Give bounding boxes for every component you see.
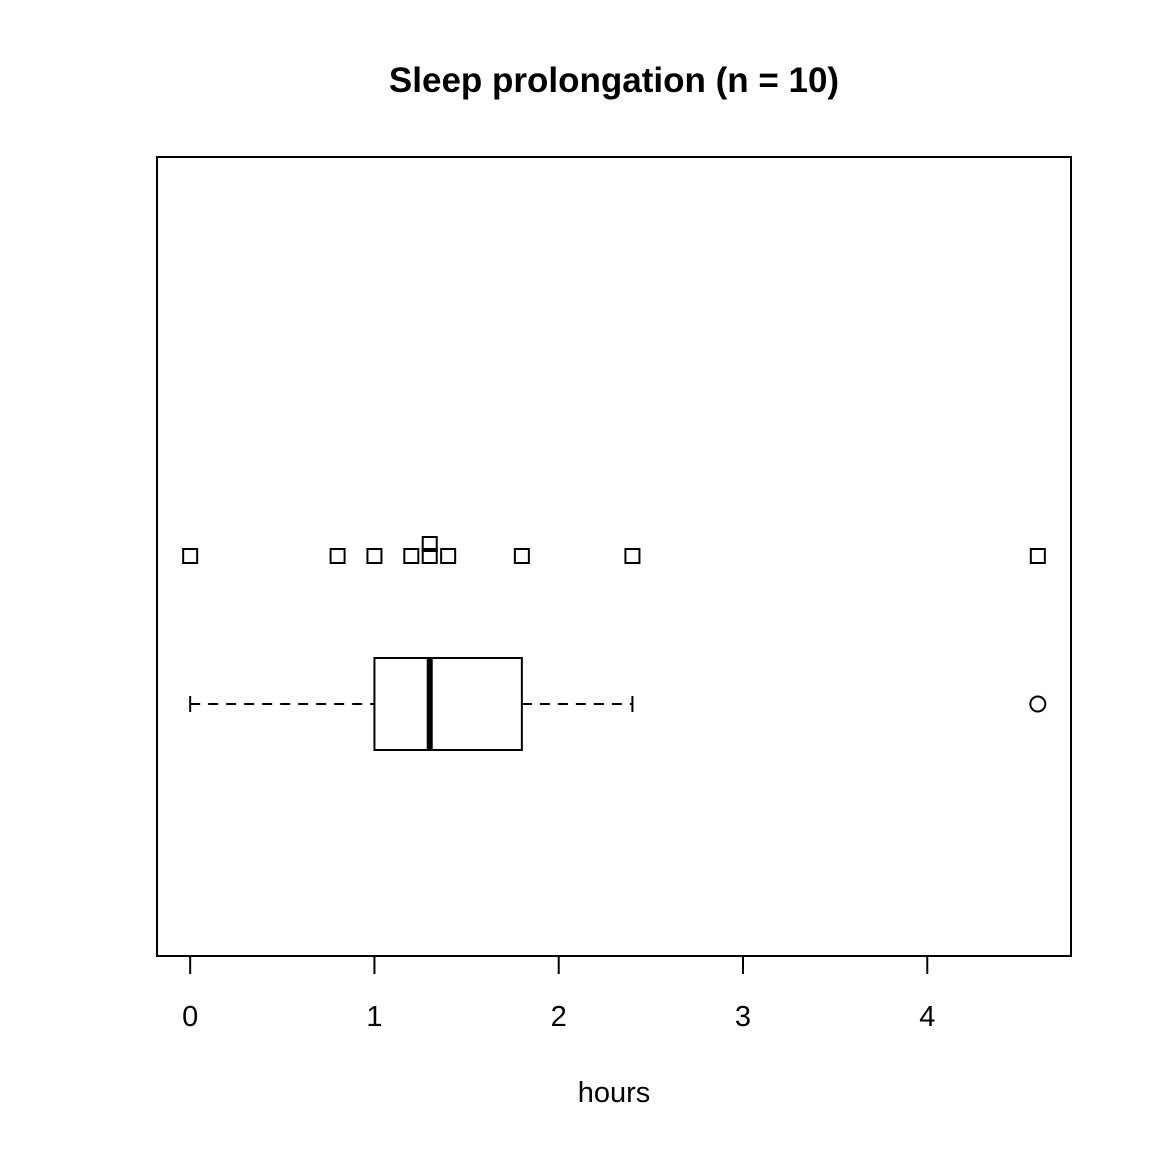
strip-point [1029, 548, 1046, 564]
plot-frame [156, 156, 1072, 957]
x-axis-label: hours [578, 1077, 651, 1109]
strip-point [421, 548, 438, 564]
x-tick-label: 4 [919, 1001, 935, 1033]
strip-point [513, 548, 530, 564]
chart-title: Sleep prolongation (n = 10) [389, 61, 839, 100]
strip-point [421, 536, 438, 552]
x-tick-label: 0 [182, 1001, 198, 1033]
strip-point [403, 548, 420, 564]
x-tick-label: 1 [366, 1001, 382, 1033]
strip-point [440, 548, 457, 564]
x-axis: 0 1 2 3 4 [182, 955, 935, 1033]
strip-point [182, 548, 199, 564]
strip-point [329, 548, 346, 564]
strip-chart [182, 536, 1046, 564]
boxplot [189, 657, 1047, 751]
strip-point [624, 548, 641, 564]
interquartile-box [373, 657, 523, 751]
strip-point [366, 548, 383, 564]
x-tick-label: 2 [551, 1001, 567, 1033]
x-tick-label: 3 [735, 1001, 751, 1033]
outlier-point [1029, 695, 1047, 713]
